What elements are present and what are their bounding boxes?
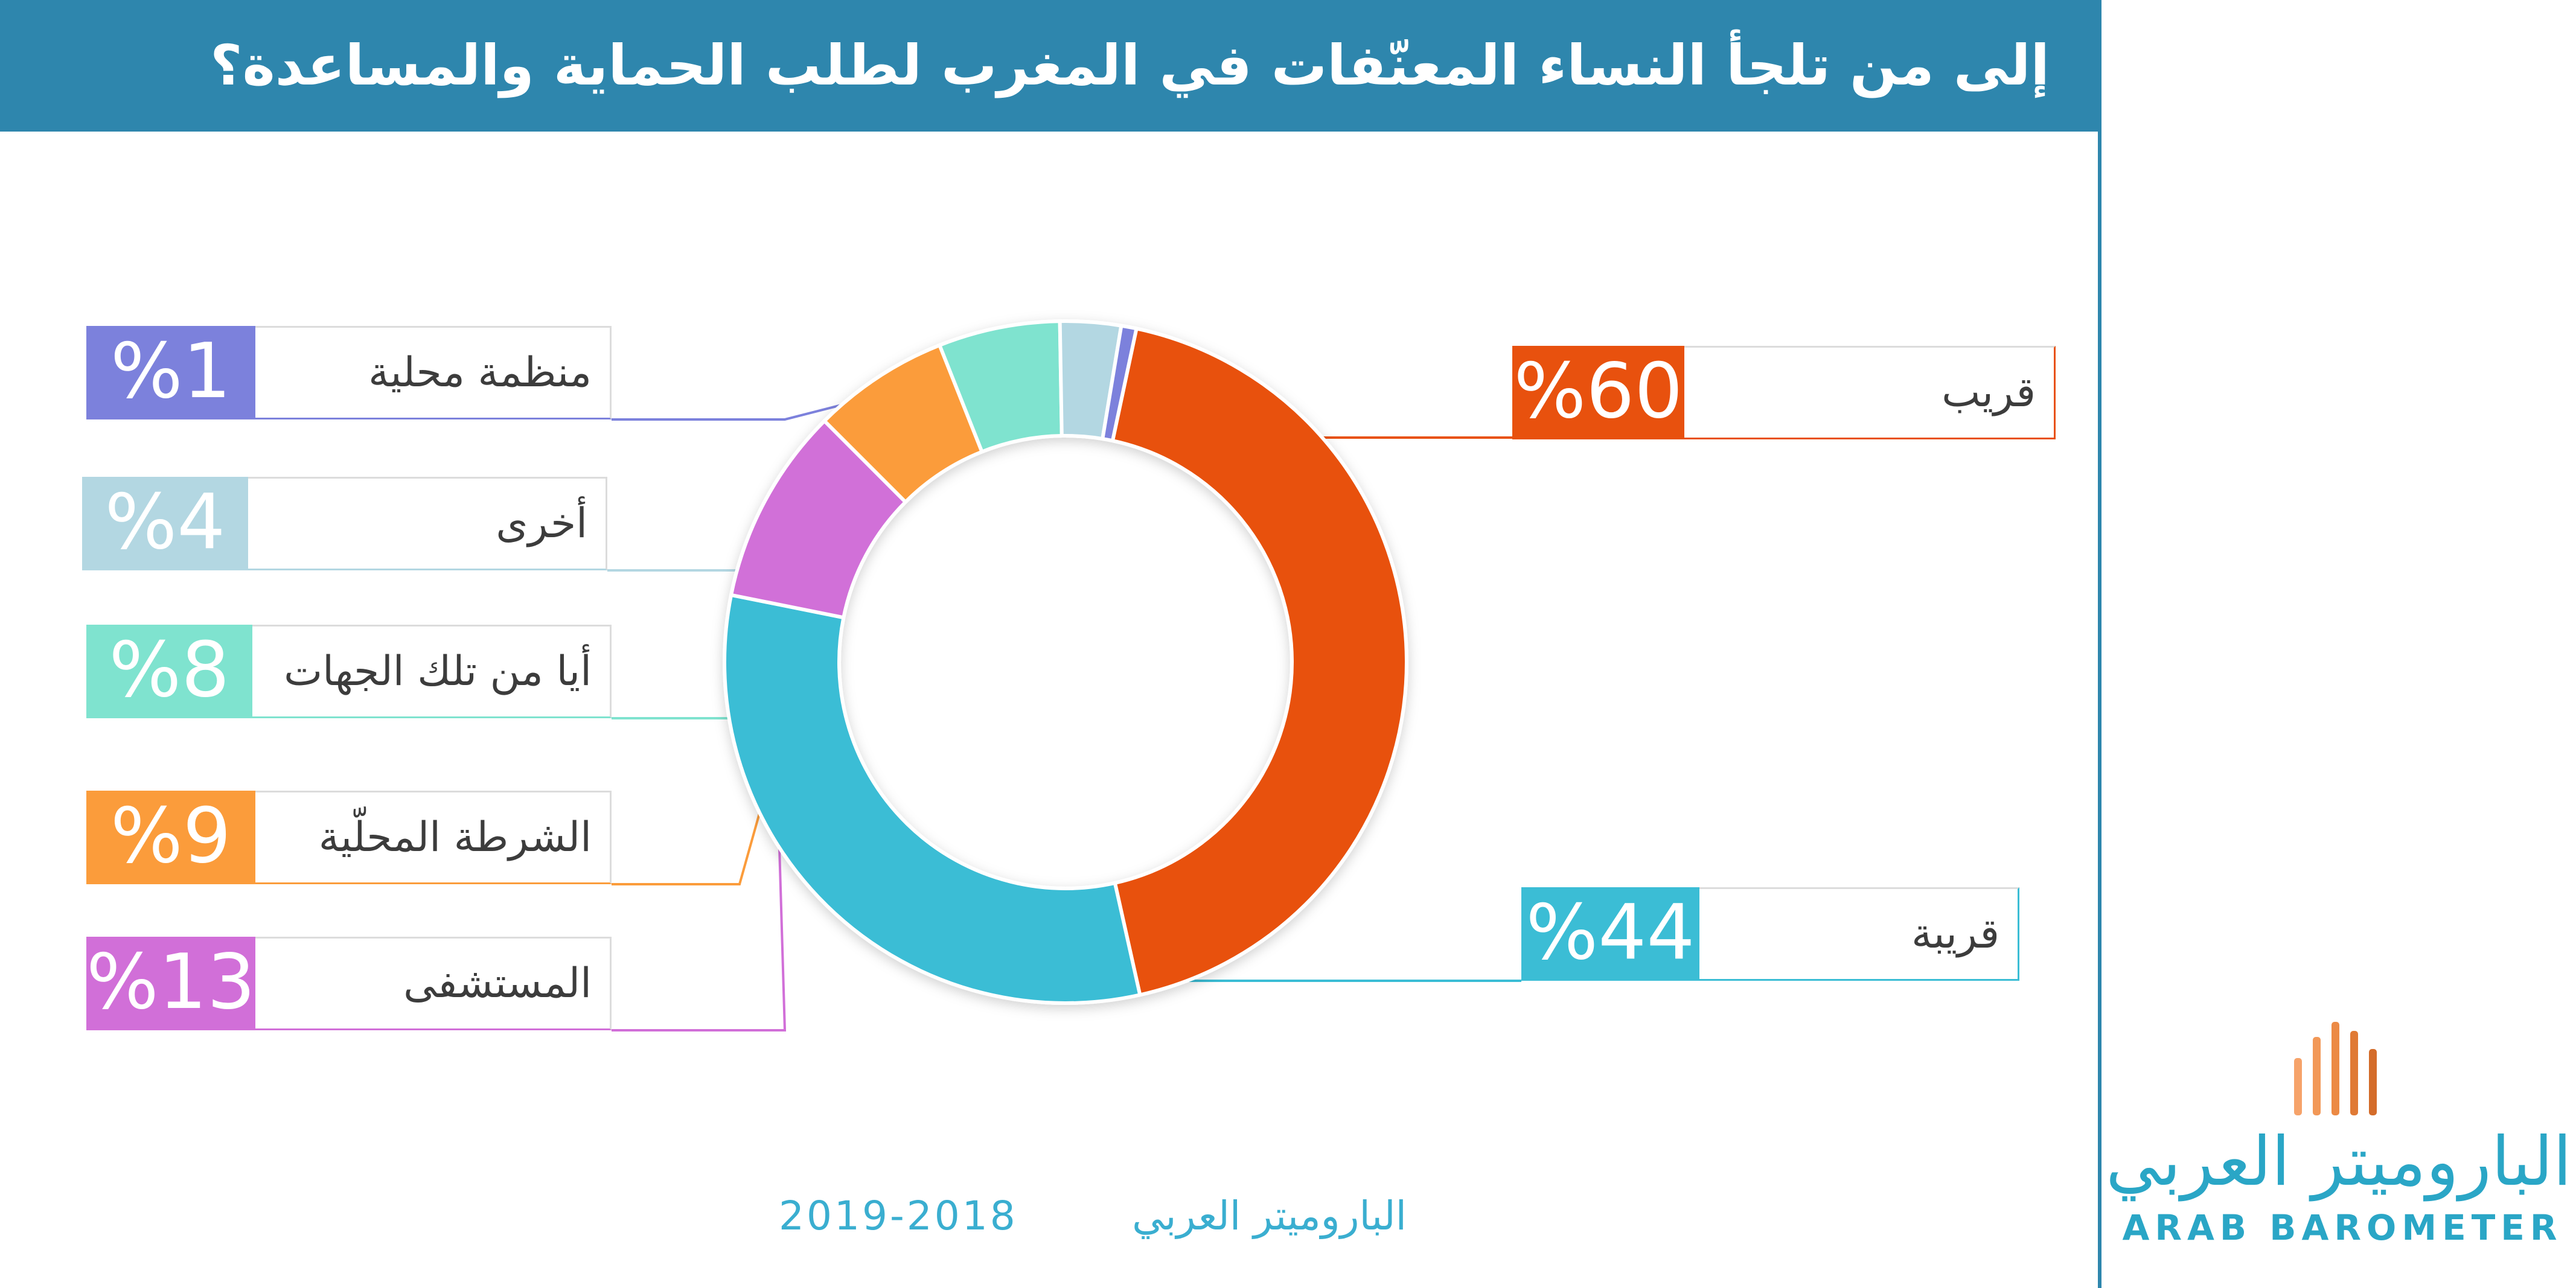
category-label-5: أخرى [496,500,587,547]
label-box-6: %1 منظمة محلية [86,326,612,419]
chart-title: إلى من تلجأ النساء المعنّفات في المغرب ل… [210,33,2050,98]
value-label-1: %44 [1521,887,1699,981]
category-label-0: قريب [1942,369,2036,416]
title-bar: إلى من تلجأ النساء المعنّفات في المغرب ل… [0,0,2098,132]
footer-source: الباروميتر العربي [1132,1193,1407,1239]
value-label-5: %4 [82,477,248,570]
value-label-4: %8 [86,625,252,718]
category-label-6: منظمة محلية [368,349,592,397]
logo-arabic-text: الباروميتر العربي [2106,1123,2572,1201]
donut-chart [607,319,1521,1031]
logo-bars-icon [2294,1022,2377,1115]
logo-bar-4 [2369,1049,2377,1115]
label-box-1: %44 قريبة [1521,887,2019,981]
logo-english-text: ARAB BAROMETER [2122,1207,2563,1248]
label-box-5: %4 أخرى [82,477,607,570]
vertical-divider [2098,0,2101,1288]
donut-slice-1 [723,593,1142,1005]
category-label-4: أيا من تلك الجهات [284,648,592,695]
value-label-6: %1 [86,326,255,419]
category-label-1: قريبة [1911,910,1999,958]
donut-ring [723,319,1408,1005]
logo-bar-3 [2350,1031,2358,1115]
value-label-3: %9 [86,791,255,884]
donut-slice-6 [1100,324,1139,443]
footer: 2019-2018 الباروميتر العربي [779,1189,1407,1243]
arab-barometer-logo: الباروميتر العربي ARAB BAROMETER [2106,1014,2572,1255]
footer-years: 2019-2018 [779,1193,1018,1239]
label-box-2: %13 المستشفى [86,937,612,1030]
donut-slice-0 [1110,326,1408,997]
label-box-3: %9 الشرطة المحلّية [86,791,612,884]
logo-bar-0 [2294,1058,2302,1115]
value-label-0: %60 [1512,346,1684,439]
logo-bar-2 [2332,1022,2339,1115]
category-label-2: المستشفى [403,960,592,1007]
category-label-3: الشرطة المحلّية [318,814,592,861]
logo-bar-1 [2313,1037,2321,1115]
label-box-0: %60 قريب [1512,346,2056,439]
label-box-4: %8 أيا من تلك الجهات [86,625,612,718]
value-label-2: %13 [86,937,255,1030]
